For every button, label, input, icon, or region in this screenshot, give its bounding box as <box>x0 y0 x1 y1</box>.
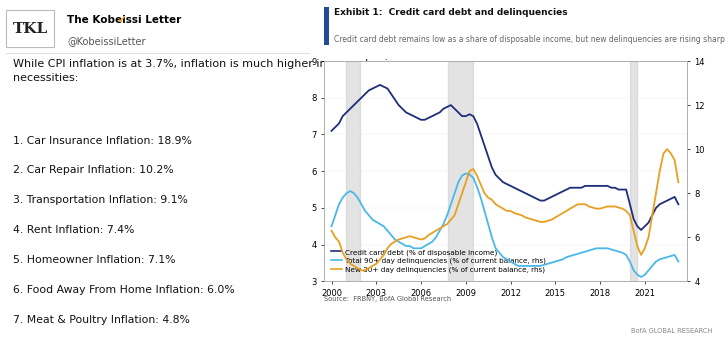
Legend: Credit card debt (% of disposable income), Total 90+ day delinquencies (% of cur: Credit card debt (% of disposable income… <box>328 246 549 276</box>
Bar <box>347 61 360 281</box>
Text: @KobeissiLetter: @KobeissiLetter <box>67 36 146 45</box>
Bar <box>448 61 473 281</box>
Text: 6. Food Away From Home Inflation: 6.0%: 6. Food Away From Home Inflation: 6.0% <box>13 285 234 295</box>
Text: 2. Car Repair Inflation: 10.2%: 2. Car Repair Inflation: 10.2% <box>13 165 173 175</box>
Text: Credit card debt remains low as a share of disposable income, but new delinquenc: Credit card debt remains low as a share … <box>334 35 725 44</box>
Text: ✔: ✔ <box>118 15 126 25</box>
FancyBboxPatch shape <box>7 10 54 47</box>
Text: 7. Meat & Poultry Inflation: 4.8%: 7. Meat & Poultry Inflation: 4.8% <box>13 315 190 324</box>
Text: 4. Rent Inflation: 7.4%: 4. Rent Inflation: 7.4% <box>13 225 134 235</box>
Text: Exhibit 1:  Credit card debt and delinquencies: Exhibit 1: Credit card debt and delinque… <box>334 8 568 17</box>
Text: TKL: TKL <box>12 22 48 36</box>
Text: The Kobeissi Letter: The Kobeissi Letter <box>67 15 181 25</box>
Text: Source:  FRBNY, BofA Global Research: Source: FRBNY, BofA Global Research <box>324 296 451 302</box>
Bar <box>630 61 637 281</box>
Text: 1. Car Insurance Inflation: 18.9%: 1. Car Insurance Inflation: 18.9% <box>13 136 191 145</box>
Text: While CPI inflation is at 3.7%, inflation is much higher in many basic
necessiti: While CPI inflation is at 3.7%, inflatio… <box>13 59 394 82</box>
Text: BofA GLOBAL RESEARCH: BofA GLOBAL RESEARCH <box>631 328 712 334</box>
Text: 3. Transportation Inflation: 9.1%: 3. Transportation Inflation: 9.1% <box>13 195 188 205</box>
Bar <box>324 7 328 45</box>
Text: 5. Homeowner Inflation: 7.1%: 5. Homeowner Inflation: 7.1% <box>13 255 175 265</box>
